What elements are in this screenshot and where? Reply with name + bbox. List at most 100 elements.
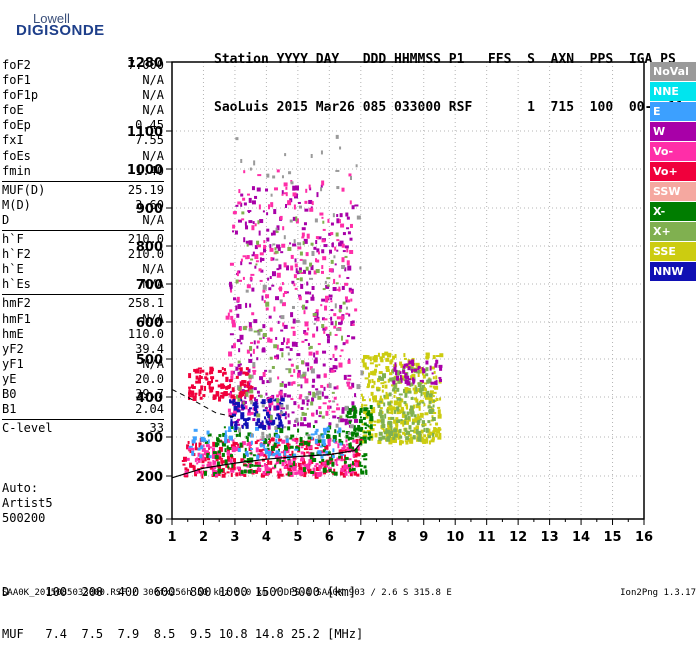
chart-grid	[172, 62, 644, 519]
echo-point	[385, 395, 388, 399]
echo-point	[392, 406, 396, 411]
echo-point	[389, 372, 393, 376]
echo-point	[321, 391, 324, 397]
echo-point	[276, 413, 280, 417]
param-name: hmE	[2, 326, 24, 341]
echo-point	[246, 255, 250, 260]
echo-point	[308, 459, 312, 465]
echo-point	[353, 418, 358, 423]
echo-point	[289, 219, 293, 223]
echo-point	[359, 461, 362, 467]
param-name: foF2	[2, 58, 31, 72]
echo-point	[243, 460, 247, 463]
echo-point	[281, 282, 284, 286]
echo-point	[265, 392, 268, 396]
echo-point	[349, 200, 352, 205]
echo-point	[435, 398, 439, 402]
echo-point	[204, 385, 207, 391]
echo-point	[395, 372, 400, 376]
echo-point	[309, 455, 313, 460]
echo-point	[364, 355, 368, 358]
echo-point	[216, 437, 220, 442]
echo-point	[263, 463, 266, 467]
x-tick-label: 12	[509, 530, 527, 545]
echo-point	[335, 365, 338, 370]
echo-point	[323, 330, 326, 334]
echo-point	[354, 453, 358, 458]
echo-point	[188, 390, 192, 395]
echo-point	[338, 274, 341, 278]
param-separator	[2, 180, 164, 182]
echo-point	[264, 369, 268, 372]
echo-point	[255, 426, 260, 431]
echo-point	[269, 247, 274, 252]
param-value: 1.40	[135, 163, 164, 178]
echo-point	[316, 192, 319, 198]
echo-point	[401, 419, 406, 423]
echo-point	[341, 430, 345, 433]
echo-point	[250, 273, 255, 276]
echo-point	[253, 387, 257, 391]
echo-point	[227, 465, 230, 469]
echo-point	[340, 448, 344, 453]
echo-point	[242, 197, 246, 201]
echo-point	[266, 212, 269, 216]
echo-point	[352, 453, 355, 458]
echo-point	[390, 438, 394, 442]
echo-point	[316, 259, 320, 263]
echo-point	[318, 415, 322, 418]
echo-point	[381, 435, 386, 440]
echo-point	[273, 306, 276, 312]
echo-point	[278, 424, 283, 427]
echo-point	[197, 459, 201, 463]
echo-point	[237, 427, 241, 433]
echo-point	[233, 446, 236, 449]
echo-point	[215, 442, 219, 448]
echo-point	[240, 470, 244, 475]
echo-point	[245, 302, 248, 308]
echo-point	[421, 379, 424, 383]
echo-point	[228, 435, 233, 441]
echo-point	[287, 352, 290, 356]
echo-point	[347, 265, 352, 271]
echo-point	[191, 450, 195, 456]
param-name: foF1	[2, 73, 31, 88]
echo-point	[427, 420, 431, 424]
echo-point	[362, 362, 367, 368]
echo-point	[196, 457, 199, 461]
echo-point	[369, 424, 373, 430]
echo-point	[240, 193, 244, 197]
echo-point	[353, 407, 357, 412]
echo-point	[251, 200, 256, 205]
echo-point	[376, 389, 380, 392]
echo-point	[256, 439, 260, 442]
echo-point	[415, 362, 420, 367]
echo-point	[309, 277, 314, 280]
echo-point	[281, 193, 284, 196]
echo-point	[333, 468, 336, 473]
echo-point	[364, 412, 367, 416]
echo-point	[397, 402, 402, 408]
echo-point	[316, 318, 320, 322]
param-row: hmE 110.0	[2, 327, 164, 342]
echo-point	[226, 445, 229, 450]
echo-point	[314, 218, 318, 223]
echo-point	[281, 190, 284, 195]
echo-point	[351, 437, 355, 440]
echo-point	[239, 396, 242, 401]
echo-point	[334, 429, 337, 434]
param-name: yF2	[2, 341, 24, 356]
echo-point	[238, 386, 242, 391]
echo-point	[303, 417, 307, 422]
echo-point	[303, 310, 306, 315]
echo-point	[342, 418, 347, 422]
echo-point	[220, 383, 225, 387]
trace-lines	[171, 388, 362, 479]
echo-point	[417, 365, 421, 369]
echo-point	[273, 399, 276, 402]
echo-point	[213, 472, 216, 477]
echo-point	[385, 368, 390, 372]
echo-point	[340, 315, 344, 321]
echo-point	[269, 415, 273, 421]
echo-point	[241, 441, 246, 446]
